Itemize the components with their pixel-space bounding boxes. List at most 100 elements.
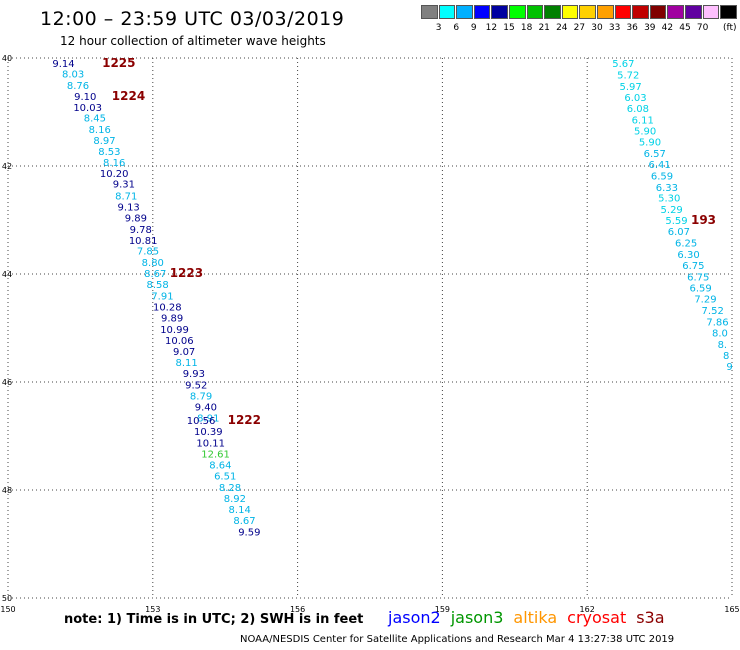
wave-height-value: 8.45	[84, 114, 106, 125]
wave-height-value: 8.14	[229, 505, 251, 516]
satellite-jason2: jason2	[388, 608, 441, 627]
wave-height-value: 6.41	[648, 160, 670, 171]
wave-height-value: 8.79	[190, 391, 212, 402]
x-tick-label: 162	[580, 605, 595, 614]
map-title: 12:00 – 23:59 UTC 03/03/2019	[40, 8, 345, 30]
legend-swatch	[473, 5, 491, 19]
wave-height-value: 9.59	[238, 527, 260, 538]
wave-height-value: 6.08	[627, 104, 649, 115]
legend-swatch	[684, 5, 702, 19]
legend-swatch	[438, 5, 456, 19]
wave-height-value: 5.29	[661, 205, 683, 216]
legend-swatch	[508, 5, 526, 19]
legend-swatch	[596, 5, 614, 19]
wave-height-value: 9.40	[195, 403, 217, 414]
legend-swatch	[456, 5, 473, 19]
pass-label: 1224	[112, 89, 145, 103]
x-tick-label: 153	[145, 605, 160, 614]
wave-height-value: 8	[723, 351, 729, 362]
legend-swatch	[649, 5, 667, 19]
legend-label: 27	[573, 23, 586, 33]
map-subtitle: 12 hour collection of altimeter wave hei…	[60, 34, 326, 48]
wave-height-value: 8.67	[144, 269, 166, 280]
wave-height-value: 8.28	[219, 483, 241, 494]
wave-height-value: 6.75	[682, 261, 704, 272]
wave-height-value: 8.11	[175, 358, 197, 369]
wave-height-value: 8.0	[712, 329, 728, 340]
wave-height-value: 8.76	[67, 81, 89, 92]
legend-swatch	[632, 5, 649, 19]
wave-height-value: 8.16	[89, 125, 111, 136]
legend-label: 12	[485, 23, 498, 33]
wave-height-value: 9.89	[161, 314, 183, 325]
wave-height-value: 7.52	[702, 306, 724, 317]
legend-swatch	[667, 5, 684, 19]
wave-height-value: 10.28	[153, 303, 182, 314]
legend-label: 9	[470, 23, 477, 33]
wave-height-value: 6.51	[214, 472, 236, 483]
legend-label: 39	[644, 23, 656, 33]
footnote: note: 1) Time is in UTC; 2) SWH is in fe…	[64, 612, 364, 627]
wave-height-value: 7.29	[694, 295, 716, 306]
x-tick-label: 150	[0, 605, 15, 614]
wave-height-value: 9	[726, 362, 732, 373]
y-tick-label: 46	[2, 378, 12, 387]
wave-height-value: 12.61	[201, 450, 230, 461]
legend-swatch	[579, 5, 596, 19]
legend-label: 3	[435, 23, 442, 33]
wave-height-value: 8.80	[142, 258, 164, 269]
wave-height-value: 5.72	[617, 71, 639, 82]
wave-height-value: 9.10	[74, 92, 96, 103]
y-tick-label: 42	[2, 162, 12, 171]
satellite-key: jason2 jason3 altika cryosat s3a	[388, 608, 675, 627]
wave-height-value: 10.06	[165, 336, 194, 347]
wave-height-value: 8.67	[233, 516, 255, 527]
wave-height-value: 9.07	[173, 347, 195, 358]
wave-height-value: 8.97	[93, 136, 115, 147]
legend-swatch	[720, 5, 737, 19]
wave-height-value: 10.03	[73, 103, 102, 114]
legend-unit: (ft)	[723, 23, 737, 33]
wave-height-value: 6.57	[644, 149, 666, 160]
wave-height-value: 8.64	[209, 460, 231, 471]
wave-height-value: 10.99	[160, 325, 189, 336]
x-tick-label: 165	[724, 605, 739, 614]
wave-height-value: 6.59	[651, 172, 673, 183]
wave-height-value: 6.03	[624, 93, 646, 104]
satellite-s3a: s3a	[636, 608, 665, 627]
wave-height-value: 5.67	[612, 59, 634, 70]
wave-height-value: 6.07	[668, 227, 690, 238]
wave-height-value: 8.	[718, 340, 728, 351]
legend-swatch	[561, 5, 579, 19]
wave-height-value: 10.39	[194, 427, 223, 438]
wave-height-value: 9.78	[130, 225, 152, 236]
wave-height-value: 6.75	[687, 272, 709, 283]
wave-height-value: 9.93	[183, 369, 205, 380]
x-tick-label: 156	[290, 605, 305, 614]
wave-height-value: 9.52	[185, 380, 207, 391]
pass-label: 193	[691, 213, 716, 227]
wave-height-value: 9.14	[52, 59, 74, 70]
x-tick-label: 159	[435, 605, 450, 614]
legend-swatch	[421, 5, 438, 19]
pass-label: 1223	[170, 266, 203, 280]
wave-height-value: 8.58	[146, 280, 168, 291]
wave-height-value: 8.91	[197, 413, 219, 424]
wave-height-value: 10.20	[100, 169, 129, 180]
wave-height-value: 10.11	[196, 438, 225, 449]
pass-label: 1222	[228, 413, 261, 427]
wave-height-value: 7.85	[137, 247, 159, 258]
wave-height-value: 8.03	[62, 69, 84, 80]
legend-label: 36	[626, 23, 638, 33]
y-tick-label: 44	[2, 270, 12, 279]
wave-height-value: 6.30	[677, 250, 699, 261]
wave-height-value: 7.86	[706, 317, 728, 328]
y-tick-label: 50	[2, 594, 12, 603]
legend-label: 15	[503, 23, 515, 33]
wave-height-value: 9.31	[113, 180, 135, 191]
satellite-altika: altika	[513, 608, 558, 627]
y-tick-label: 40	[2, 54, 12, 63]
wave-height-value: 6.59	[689, 283, 711, 294]
satellite-jason3: jason3	[450, 608, 504, 627]
